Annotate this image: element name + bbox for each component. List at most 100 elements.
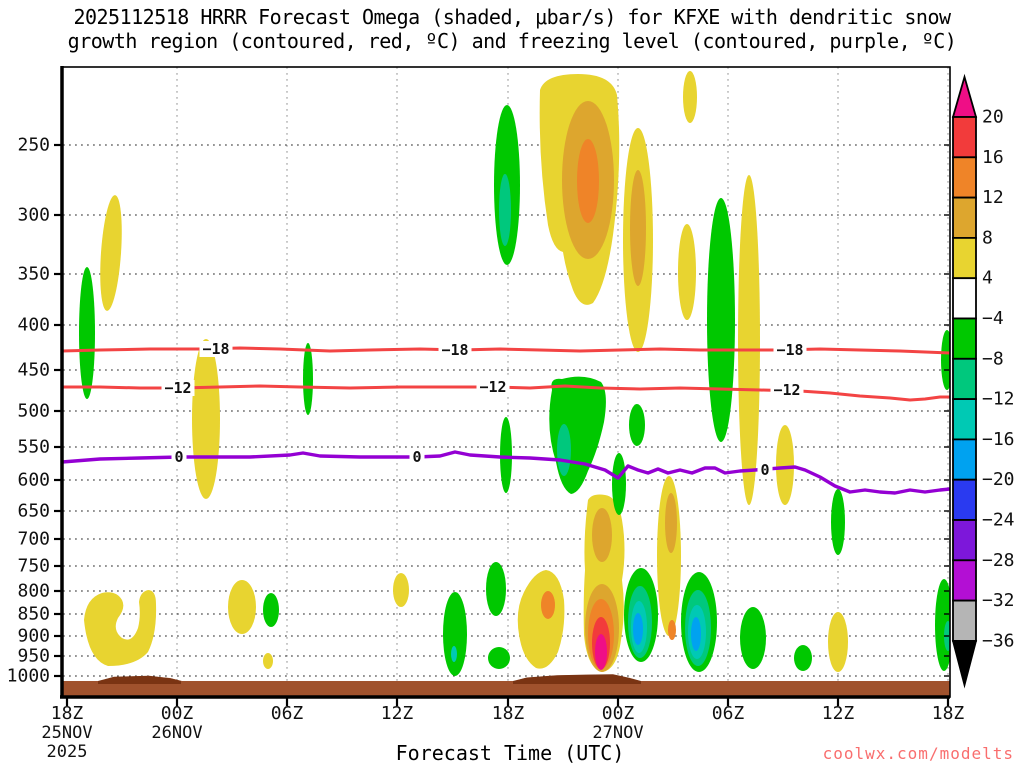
shaded-region [263, 653, 273, 669]
colorbar: 20 16 12 8 4 −4 −8 −12 −16 −20 −24 −28 −32 −36 [951, 73, 1015, 689]
x-tick-sublabel: 26NOV [151, 723, 202, 743]
colorbar-box [952, 116, 977, 159]
contour-label-mask [171, 449, 187, 465]
y-tick-label: 450 [17, 360, 50, 381]
colorbar-box [952, 599, 977, 642]
terrain-surface [62, 674, 950, 696]
colorbar-over-arrow [951, 73, 978, 118]
shaded-region [303, 343, 313, 415]
terrain-elevated-bump [98, 675, 181, 684]
shaded-region [541, 591, 555, 619]
shaded-region [451, 646, 457, 662]
shaded-region [633, 613, 643, 645]
x-tick-label: 18Z [51, 703, 84, 724]
shaded-region [84, 590, 157, 666]
shaded-region [592, 508, 612, 562]
x-tick-label: 12Z [381, 703, 414, 724]
colorbar-box [952, 559, 977, 602]
freezing-level-contour-label: 0 [760, 461, 769, 479]
colorbar-under-arrow [951, 640, 978, 689]
shaded-region [192, 339, 220, 499]
colorbar-label: −36 [982, 630, 1015, 651]
colorbar-box [952, 277, 977, 320]
contour-label-mask [438, 342, 472, 358]
contour-label-mask [161, 380, 195, 396]
colorbar-label: −20 [982, 469, 1015, 490]
shaded-region [691, 617, 701, 651]
x-tick-label: 18Z [932, 703, 965, 724]
shaded-region [100, 195, 122, 311]
axes-frame: 2503003504004505005506006507007508008509… [7, 66, 965, 762]
shaded-region [577, 139, 599, 223]
dendritic-growth-contour-label: −12 [773, 381, 800, 399]
contour-label-mask [757, 462, 773, 478]
colorbar-label: 16 [982, 147, 1004, 168]
freezing-level-contour-label: 0 [174, 448, 183, 466]
terrain-elevated-bump [513, 674, 641, 684]
shaded-region [263, 593, 279, 627]
dendritic-growth-contour-line [62, 384, 950, 402]
colorbar-box [952, 478, 977, 521]
x-tick-label: 06Z [271, 703, 304, 724]
y-tick-label: 750 [17, 556, 50, 577]
dendritic-growth-contour-label: −12 [164, 379, 191, 397]
y-tick-label: 300 [17, 205, 50, 226]
colorbar-label: −28 [982, 550, 1015, 571]
colorbar-box [952, 438, 977, 481]
shaded-region [486, 562, 506, 616]
colorbar-label: 20 [982, 107, 1004, 128]
shaded-region [557, 424, 571, 476]
chart-title: 2025112518 HRRR Forecast Omega (shaded, … [0, 5, 1024, 53]
colorbar-box [952, 196, 977, 239]
y-tick-label: 700 [17, 529, 50, 550]
colorbar-label: 4 [982, 268, 993, 289]
terrain [62, 674, 950, 696]
x-tick-label: 12Z [822, 703, 855, 724]
colorbar-label: 8 [982, 227, 993, 248]
shaded-region [831, 489, 845, 555]
y-tick-label: 250 [17, 135, 50, 156]
shaded-region [79, 267, 95, 399]
x-axis-title: Forecast Time (UTC) [395, 741, 625, 765]
gridlines [63, 67, 949, 696]
colorbar-box [952, 156, 977, 199]
shaded-region [707, 198, 735, 442]
y-tick-label: 550 [17, 437, 50, 458]
shaded-region [612, 453, 626, 515]
watermark-link[interactable]: coolwx.com/modelts [822, 744, 1014, 763]
y-tick-label: 650 [17, 501, 50, 522]
x-tick-sublabel: 25NOV [41, 723, 92, 743]
x-tick-label: 06Z [712, 703, 745, 724]
shaded-region [488, 647, 510, 669]
shaded-region [629, 404, 645, 446]
shaded-region [595, 634, 607, 670]
colorbar-box [952, 519, 977, 562]
shaded-region [678, 224, 696, 320]
shaded-region [499, 174, 511, 246]
shaded-region [941, 330, 950, 390]
colorbar-label: −4 [982, 308, 1004, 329]
shaded-region [630, 170, 646, 286]
y-tick-label: 400 [17, 315, 50, 336]
x-tick-label: 00Z [602, 703, 635, 724]
shaded-region [443, 592, 467, 676]
y-tick-label: 500 [17, 401, 50, 422]
colorbar-label: 12 [982, 187, 1004, 208]
contour-label-mask [773, 342, 807, 358]
shaded-region [665, 493, 677, 553]
colorbar-box [952, 398, 977, 441]
x-tick-sublabel: 27NOV [592, 723, 643, 743]
colorbar-label: −32 [982, 590, 1015, 611]
y-tick-label: 350 [17, 264, 50, 285]
shaded-region [776, 425, 794, 505]
contour-label-mask [199, 341, 233, 357]
y-tick-label: 600 [17, 470, 50, 491]
y-tick-label: 1000 [7, 666, 50, 687]
shaded-region [549, 376, 606, 494]
colorbar-label: −12 [982, 389, 1015, 410]
colorbar-label: −16 [982, 429, 1015, 450]
shaded-region [500, 417, 512, 493]
dendritic-growth-contour-label: −18 [776, 341, 803, 359]
